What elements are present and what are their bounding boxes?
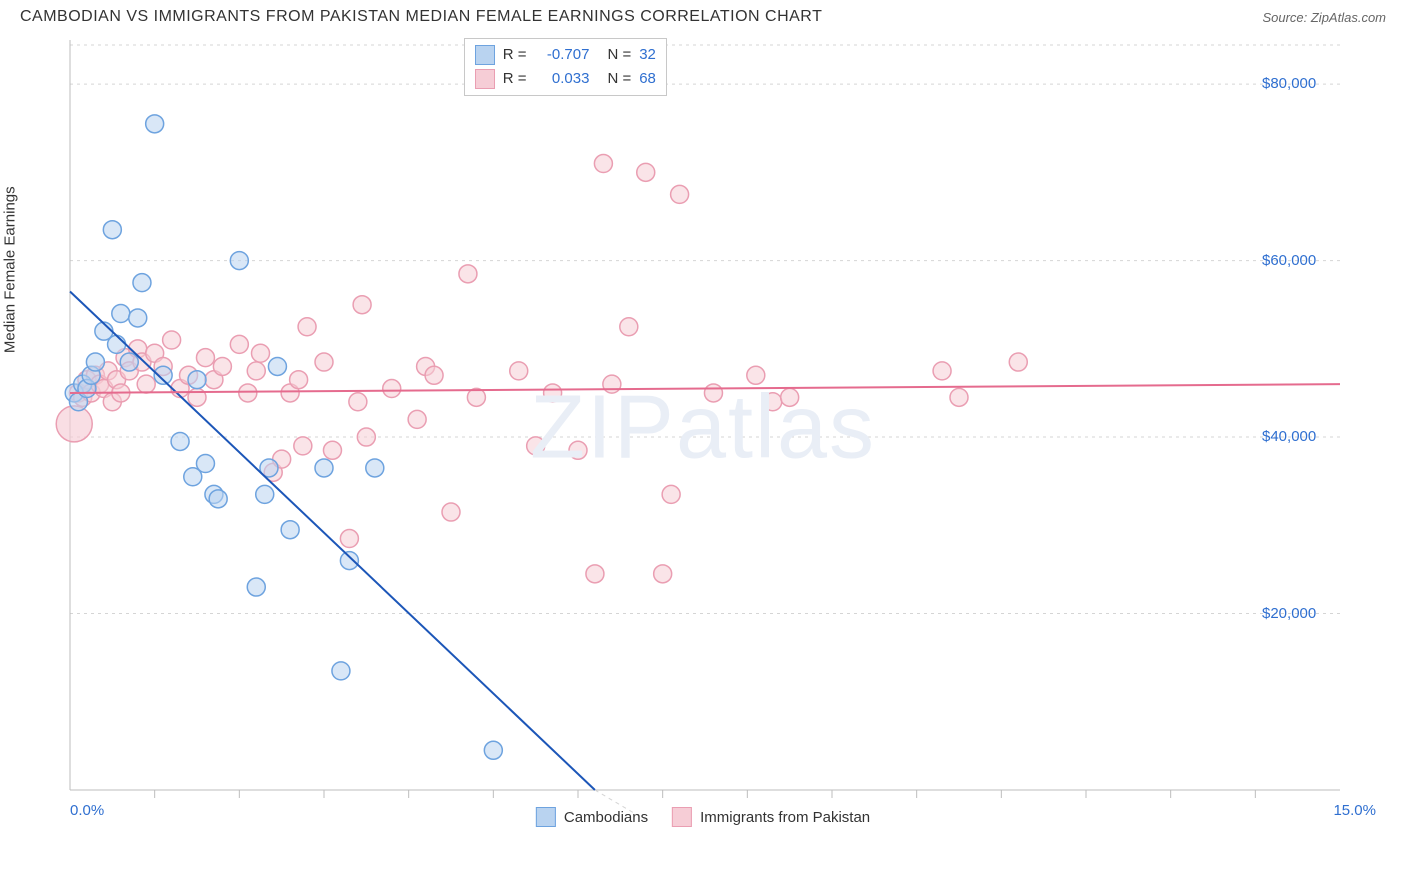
y-tick-label: $20,000 xyxy=(1262,605,1316,622)
legend-n-label: N = xyxy=(607,43,631,67)
chart-title: CAMBODIAN VS IMMIGRANTS FROM PAKISTAN ME… xyxy=(20,8,822,26)
legend-swatch xyxy=(475,45,495,65)
x-axis-start-label: 0.0% xyxy=(70,802,104,819)
bottom-legend-label: Cambodians xyxy=(564,809,648,826)
legend-n-value: 32 xyxy=(639,43,656,67)
legend-r-label: R = xyxy=(503,43,527,67)
bottom-legend-label: Immigrants from Pakistan xyxy=(700,809,870,826)
chart-area: Median Female Earnings ZIPatlas R =-0.70… xyxy=(20,30,1386,825)
legend-n-label: N = xyxy=(607,67,631,91)
legend-r-value: -0.707 xyxy=(534,43,589,67)
chart-header: CAMBODIAN VS IMMIGRANTS FROM PAKISTAN ME… xyxy=(0,0,1406,30)
chart-source: Source: ZipAtlas.com xyxy=(1262,10,1386,25)
y-tick-label: $80,000 xyxy=(1262,75,1316,92)
legend-row: R = -0.707 N = 32 xyxy=(475,43,656,67)
bottom-legend-item: Cambodians xyxy=(536,807,648,827)
legend-box: R = -0.707 N = 32 R = 0.033 N = 68 xyxy=(464,38,667,96)
y-axis-label: Median Female Earnings xyxy=(2,186,19,353)
y-tick-label: $60,000 xyxy=(1262,252,1316,269)
bottom-legend-item: Immigrants from Pakistan xyxy=(672,807,870,827)
legend-swatch xyxy=(672,807,692,827)
x-axis-end-label: 15.0% xyxy=(1333,802,1376,819)
legend-r-value: 0.033 xyxy=(534,67,589,91)
scatter-chart xyxy=(20,30,1350,820)
bottom-legend: Cambodians Immigrants from Pakistan xyxy=(536,807,870,827)
legend-swatch xyxy=(536,807,556,827)
y-tick-label: $40,000 xyxy=(1262,428,1316,445)
legend-swatch xyxy=(475,69,495,89)
legend-n-value: 68 xyxy=(639,67,656,91)
legend-r-label: R = xyxy=(503,67,527,91)
legend-row: R = 0.033 N = 68 xyxy=(475,67,656,91)
